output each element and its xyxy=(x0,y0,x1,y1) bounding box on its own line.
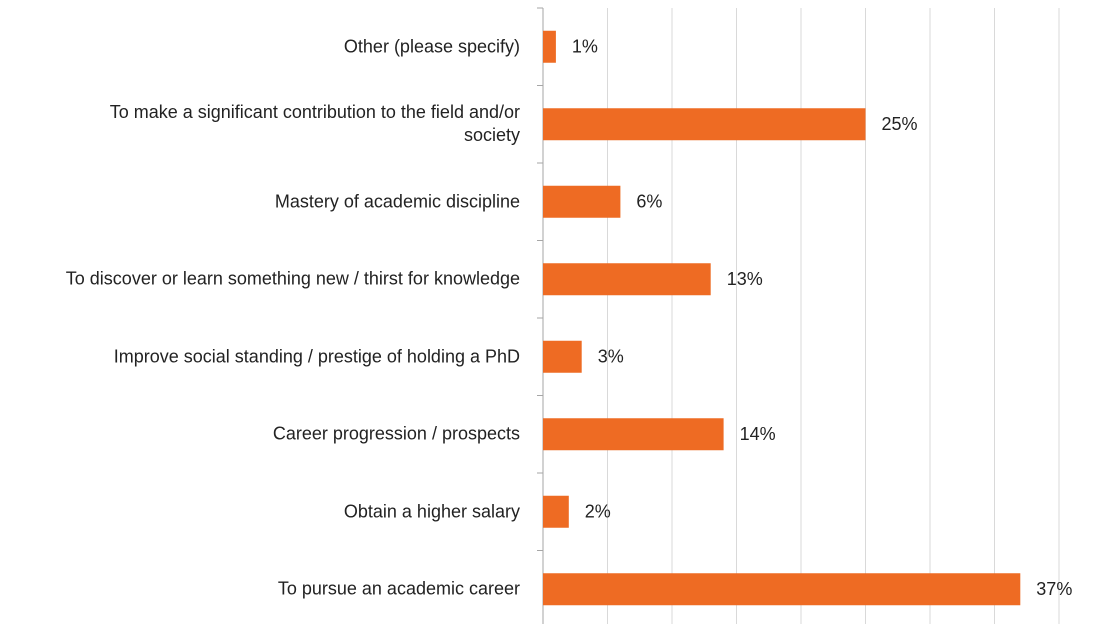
bar xyxy=(543,495,569,528)
value-label: 13% xyxy=(727,269,763,289)
category-label: Improve social standing / prestige of ho… xyxy=(113,346,520,367)
category-label: To discover or learn something new / thi… xyxy=(65,268,520,289)
bar xyxy=(543,108,866,141)
value-label: 2% xyxy=(585,502,611,522)
bar xyxy=(543,263,711,296)
bar xyxy=(543,573,1021,606)
bar xyxy=(543,418,724,451)
value-label: 25% xyxy=(882,114,918,134)
category-label: Career progression / prospects xyxy=(272,423,520,444)
category-label: Other (please specify) xyxy=(343,36,520,57)
bar xyxy=(543,185,621,218)
value-label: 3% xyxy=(598,347,624,367)
bar xyxy=(543,30,556,63)
category-label: Obtain a higher salary xyxy=(343,501,520,522)
value-label: 1% xyxy=(572,37,598,57)
category-label: To pursue an academic career xyxy=(277,578,520,599)
category-label: Mastery of academic discipline xyxy=(274,191,520,212)
category-label: To make a significant contribution to th… xyxy=(109,102,520,146)
bar xyxy=(543,340,582,373)
value-label: 37% xyxy=(1036,579,1072,599)
value-label: 14% xyxy=(740,424,776,444)
value-label: 6% xyxy=(636,192,662,212)
